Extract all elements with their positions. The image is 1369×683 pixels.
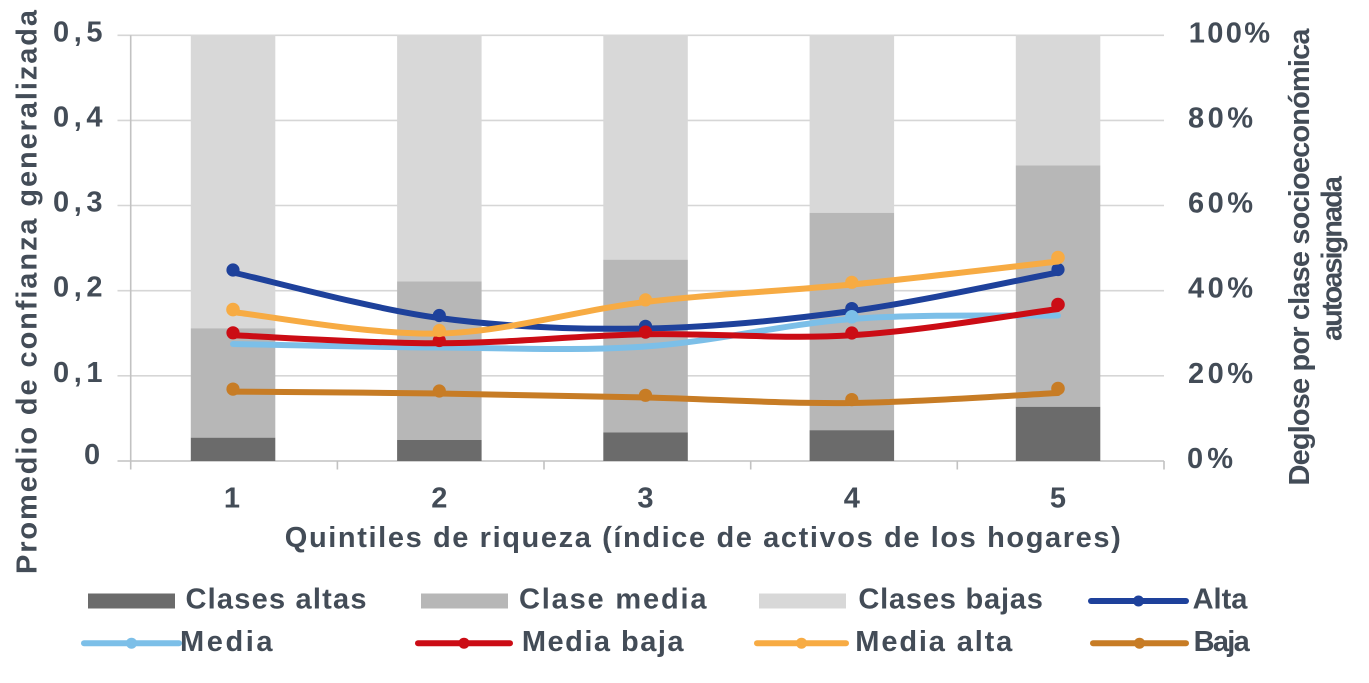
svg-text:40%: 40%	[1188, 273, 1253, 305]
svg-text:3: 3	[637, 482, 653, 514]
svg-text:Clases bajas: Clases bajas	[858, 584, 1043, 616]
svg-text:80%: 80%	[1188, 102, 1253, 134]
svg-text:0,4: 0,4	[53, 101, 103, 133]
svg-text:60%: 60%	[1188, 188, 1253, 220]
svg-text:autoasignada: autoasignada	[1317, 175, 1349, 341]
svg-text:0: 0	[84, 439, 100, 471]
svg-text:Baja: Baja	[1194, 626, 1251, 658]
svg-text:Media baja: Media baja	[522, 626, 684, 658]
svg-text:100%: 100%	[1189, 17, 1271, 49]
svg-text:4: 4	[844, 482, 860, 514]
svg-text:Media alta: Media alta	[855, 626, 1013, 658]
svg-text:Media: Media	[180, 626, 273, 658]
svg-text:2: 2	[431, 482, 447, 514]
svg-text:Deglose por clase socioeconómi: Deglose por clase socioeconómica	[1284, 28, 1316, 486]
svg-text:1: 1	[224, 482, 240, 514]
svg-text:20%: 20%	[1188, 358, 1253, 390]
svg-text:Clases altas: Clases altas	[186, 584, 367, 616]
svg-text:0%: 0%	[1187, 443, 1233, 475]
svg-text:5: 5	[1050, 482, 1066, 514]
svg-text:Promedio de confianza generali: Promedio de confianza generalizada	[12, 9, 44, 574]
svg-text:0,5: 0,5	[53, 16, 103, 48]
svg-text:0,2: 0,2	[53, 272, 103, 304]
svg-text:Quintiles de riqueza (índice d: Quintiles de riqueza (índice de activos …	[285, 522, 1121, 554]
svg-text:Alta: Alta	[1193, 584, 1249, 616]
svg-text:0,3: 0,3	[53, 187, 103, 219]
svg-text:0,1: 0,1	[53, 357, 103, 389]
